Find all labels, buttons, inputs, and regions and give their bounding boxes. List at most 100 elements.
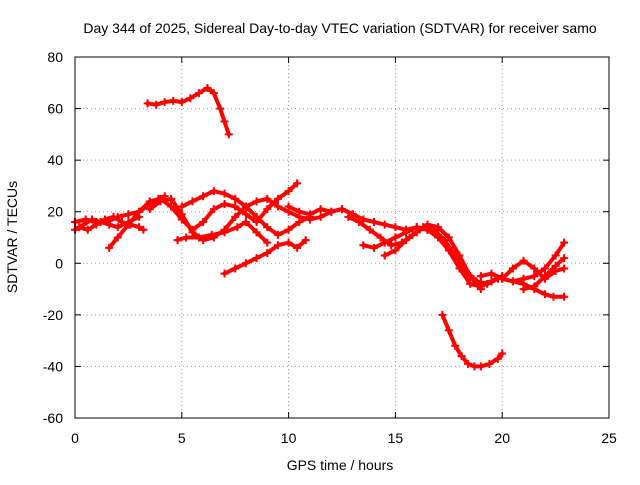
data-point-marker xyxy=(109,212,118,221)
data-point-marker xyxy=(92,220,101,229)
series-line-arc-14 xyxy=(440,312,505,369)
data-point-marker xyxy=(444,326,453,335)
data-point-marker xyxy=(359,215,368,224)
data-point-marker xyxy=(284,225,293,234)
data-point-marker xyxy=(560,292,569,301)
data-point-marker xyxy=(241,210,250,219)
data-point-marker xyxy=(380,238,389,247)
data-point-marker xyxy=(485,359,494,368)
data-point-marker xyxy=(305,210,314,219)
data-point-marker xyxy=(216,104,225,113)
data-point-marker xyxy=(387,241,396,250)
data-point-marker xyxy=(177,98,186,107)
data-point-marker xyxy=(284,238,293,247)
data-point-marker xyxy=(301,236,310,245)
y-axis-label: SDTVAR / TECUs xyxy=(4,181,20,293)
data-point-marker xyxy=(380,220,389,229)
series-markers-arc-7 xyxy=(173,218,272,247)
series-layer xyxy=(71,83,569,371)
data-point-marker xyxy=(167,194,176,203)
data-point-marker xyxy=(124,220,133,229)
data-point-marker xyxy=(167,202,176,211)
y-tick-label: -40 xyxy=(43,358,63,374)
data-point-marker xyxy=(231,264,240,273)
data-point-marker xyxy=(487,269,496,278)
data-point-marker xyxy=(199,218,208,227)
data-point-marker xyxy=(293,243,302,252)
data-point-marker xyxy=(177,210,186,219)
data-point-marker xyxy=(263,205,272,214)
data-point-marker xyxy=(519,256,528,265)
data-point-marker xyxy=(194,89,203,98)
data-point-marker xyxy=(560,264,569,273)
data-point-marker xyxy=(464,359,473,368)
data-point-marker xyxy=(365,225,374,234)
data-point-marker xyxy=(145,197,154,206)
data-point-marker xyxy=(466,272,475,281)
data-point-marker xyxy=(220,228,229,237)
data-point-marker xyxy=(233,223,242,232)
data-point-marker xyxy=(100,215,109,224)
y-tick-label: -20 xyxy=(43,307,63,323)
data-point-marker xyxy=(487,277,496,286)
x-tick-label: 10 xyxy=(281,430,297,446)
data-point-marker xyxy=(156,197,165,206)
data-point-marker xyxy=(540,264,549,273)
data-point-marker xyxy=(338,205,346,214)
data-point-marker xyxy=(434,223,443,232)
data-point-marker xyxy=(295,218,304,227)
data-point-marker xyxy=(263,223,272,232)
data-point-marker xyxy=(423,220,432,229)
data-point-marker xyxy=(391,233,400,242)
data-point-marker xyxy=(143,99,152,108)
data-point-marker xyxy=(231,212,240,221)
data-point-marker xyxy=(241,202,250,211)
data-point-marker xyxy=(466,279,475,288)
data-point-marker xyxy=(316,212,325,221)
data-point-marker xyxy=(560,254,569,263)
data-point-marker xyxy=(508,264,517,273)
data-point-marker xyxy=(412,228,421,237)
data-point-marker xyxy=(241,259,250,268)
data-point-marker xyxy=(457,352,466,361)
series-markers-arc-1 xyxy=(143,83,233,139)
data-point-marker xyxy=(444,233,453,242)
data-point-marker xyxy=(124,210,133,219)
series-markers-arc-8 xyxy=(177,187,314,239)
x-axis-label: GPS time / hours xyxy=(287,457,394,473)
x-tick-label: 5 xyxy=(178,430,186,446)
data-point-marker xyxy=(199,192,208,201)
data-point-marker xyxy=(508,277,517,286)
y-tick-label: 80 xyxy=(47,49,63,65)
data-point-marker xyxy=(391,246,400,255)
data-point-marker xyxy=(209,187,218,196)
data-point-marker xyxy=(327,207,336,216)
series-line-arc-13 xyxy=(382,222,483,292)
data-point-marker xyxy=(519,274,528,283)
data-point-marker xyxy=(560,238,569,247)
data-point-marker xyxy=(105,243,114,252)
data-point-marker xyxy=(380,251,389,260)
y-tick-label: 60 xyxy=(47,101,63,117)
data-point-marker xyxy=(476,285,485,294)
series-markers-arc-13 xyxy=(380,220,485,294)
data-point-marker xyxy=(476,362,485,371)
data-point-marker xyxy=(273,202,282,211)
data-point-marker xyxy=(220,269,229,278)
data-point-marker xyxy=(113,223,122,232)
data-point-marker xyxy=(476,272,485,281)
x-tick-label: 20 xyxy=(494,430,510,446)
data-point-marker xyxy=(173,236,182,245)
data-point-marker xyxy=(220,199,229,208)
data-point-marker xyxy=(391,223,400,232)
tick-layer: 0 5 10 15 20 25 -60 -40 -20 0 20 40 60 80 xyxy=(43,49,617,446)
data-point-marker xyxy=(203,83,212,92)
data-point-marker xyxy=(551,261,560,270)
data-point-marker xyxy=(177,202,186,211)
data-point-marker xyxy=(224,130,233,139)
data-point-marker xyxy=(370,218,379,227)
y-tick-label: 0 xyxy=(55,255,63,271)
data-point-marker xyxy=(263,238,272,247)
